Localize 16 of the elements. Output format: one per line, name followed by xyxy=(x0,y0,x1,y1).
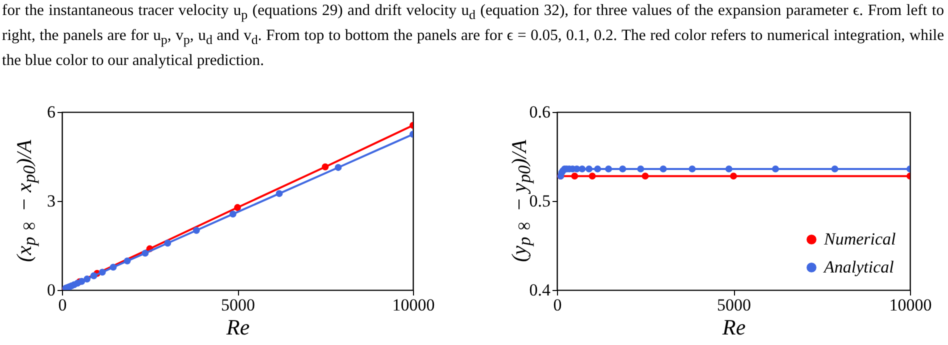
x-tick-label: 5000 xyxy=(717,296,751,314)
x-axis-title: Re xyxy=(225,314,250,340)
x-axis-title: Re xyxy=(721,314,746,340)
y-tick-label: 0.4 xyxy=(529,280,551,300)
y-tick-label: 6 xyxy=(47,102,56,122)
x-tick-label: 5000 xyxy=(221,296,255,314)
x-tick-label: 10000 xyxy=(392,296,435,314)
x-tick-label: 0 xyxy=(553,296,562,314)
y-tick-label: 0 xyxy=(47,280,56,300)
x-tick-label: 10000 xyxy=(889,296,932,314)
legend-label: Analytical xyxy=(823,258,894,276)
y-tick-label: 0.6 xyxy=(529,102,550,122)
y-tick-label: 0.5 xyxy=(529,192,550,210)
text: for the instantaneous tracer velocity u$_{p}$ (equations 29) and drift velocity u$_{d}$ (equation 32), for three values of the expansion parameter ϵ. From left to right, the panels are for u$_{p}$, v$_{p}$, u$_{d}$ and v$_{d}$. From top to bottom the panels are for ϵ = 0.05, 0.1, 0.2. The red color refers to numerical integration, while the blue color to our analytical prediction. xyxy=(2,2,944,70)
y-tick-label: 3 xyxy=(47,192,56,210)
legend-label: Numerical xyxy=(823,230,896,248)
